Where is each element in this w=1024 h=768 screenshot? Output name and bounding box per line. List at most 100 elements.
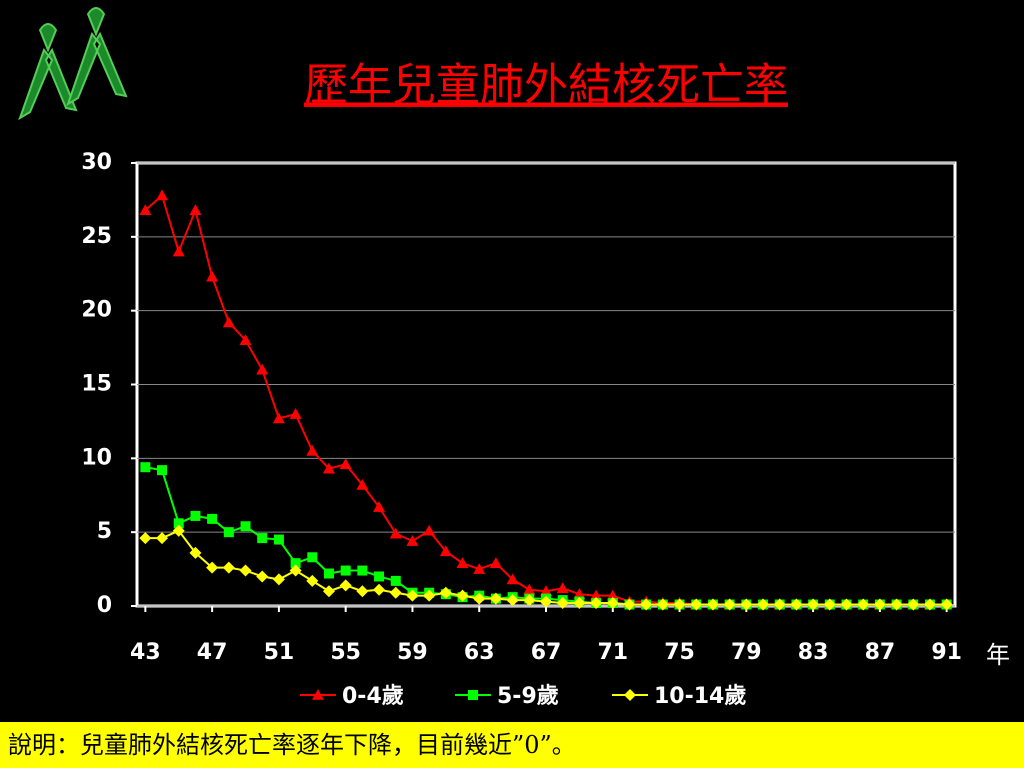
x-tick-label: 91 — [931, 640, 962, 665]
x-tick-label: 43 — [130, 640, 161, 665]
marker — [623, 598, 636, 611]
marker — [189, 204, 202, 216]
marker — [723, 598, 736, 611]
marker — [357, 565, 368, 576]
marker — [322, 585, 335, 598]
marker — [556, 597, 569, 610]
y-tick-label: 10 — [81, 445, 112, 470]
marker — [139, 204, 152, 216]
marker — [656, 598, 669, 611]
marker — [339, 579, 352, 592]
x-tick-label: 59 — [397, 640, 428, 665]
marker — [289, 408, 302, 419]
marker — [489, 592, 502, 605]
x-tick-label: 51 — [264, 640, 295, 665]
y-tick-label: 5 — [97, 519, 112, 544]
x-tick-label: 63 — [464, 640, 495, 665]
marker — [757, 598, 770, 611]
marker — [306, 444, 319, 456]
x-tick-label: 67 — [531, 640, 562, 665]
marker — [439, 586, 452, 599]
chart: 歷年兒童肺外結核死亡率 年 0 5 10 15 20 25 30 43 47 51 55 59 63 67… — [18, 7, 1010, 709]
marker — [307, 552, 318, 563]
marker — [940, 598, 953, 611]
marker — [606, 597, 619, 610]
x-tick-label: 87 — [865, 640, 896, 665]
marker — [456, 557, 469, 568]
marker — [272, 573, 285, 586]
marker — [406, 589, 419, 602]
marker — [157, 465, 168, 476]
marker — [190, 510, 201, 521]
marker — [640, 598, 653, 611]
y-tick-label: 30 — [81, 150, 112, 175]
marker — [673, 598, 686, 611]
legend-label: 5-9歲 — [497, 684, 559, 709]
marker — [239, 334, 252, 345]
marker — [256, 570, 269, 583]
marker — [206, 561, 219, 574]
marker — [240, 521, 251, 532]
marker — [468, 690, 478, 700]
marker — [356, 478, 369, 490]
marker — [890, 598, 903, 611]
y-tick-label: 25 — [81, 224, 112, 249]
marker — [706, 598, 719, 611]
marker — [272, 412, 285, 424]
marker — [840, 598, 853, 611]
marker — [606, 589, 619, 601]
marker — [590, 597, 603, 610]
marker — [339, 458, 352, 470]
marker — [173, 518, 184, 529]
marker — [489, 557, 502, 568]
marker — [540, 585, 552, 597]
marker — [373, 501, 386, 512]
marker — [473, 592, 486, 605]
marker — [172, 245, 185, 257]
marker — [306, 574, 319, 587]
marker — [340, 565, 351, 576]
marker — [156, 532, 169, 545]
marker — [590, 589, 603, 601]
x-tick-label: 47 — [197, 640, 228, 665]
x-tick-label: 71 — [597, 640, 628, 665]
marker — [312, 689, 324, 700]
marker — [923, 598, 936, 611]
marker — [523, 594, 536, 607]
ribbon-icon — [18, 7, 128, 121]
y-tick-label: 20 — [81, 298, 112, 323]
marker — [206, 270, 219, 282]
marker — [290, 558, 301, 569]
marker — [773, 598, 786, 611]
marker — [239, 564, 252, 577]
marker — [273, 534, 284, 545]
marker — [540, 595, 552, 608]
marker — [257, 533, 268, 544]
marker — [207, 513, 218, 524]
marker — [389, 586, 402, 599]
marker — [823, 598, 836, 611]
y-tick-label: 15 — [81, 372, 112, 397]
marker — [223, 527, 234, 538]
marker — [322, 462, 335, 474]
marker — [423, 589, 436, 602]
legend-label: 0-4歲 — [342, 684, 404, 709]
marker — [740, 598, 753, 611]
legend-label: 10-14歲 — [654, 684, 746, 709]
marker — [690, 598, 703, 611]
marker — [624, 689, 636, 701]
marker — [256, 363, 269, 375]
marker — [374, 571, 385, 582]
marker — [556, 582, 569, 594]
marker — [573, 597, 586, 610]
marker — [390, 575, 401, 586]
y-tick-label: 0 — [97, 593, 112, 618]
marker — [222, 561, 235, 574]
marker — [323, 568, 334, 579]
marker — [373, 583, 386, 596]
marker — [439, 545, 452, 557]
marker — [473, 563, 486, 574]
x-tick-label: 79 — [731, 640, 762, 665]
marker — [907, 598, 920, 611]
marker — [807, 598, 820, 611]
